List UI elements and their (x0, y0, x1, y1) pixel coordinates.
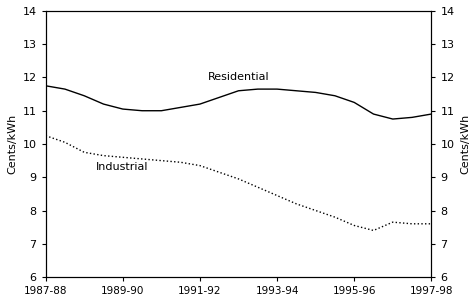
Y-axis label: Cents/kWh: Cents/kWh (7, 114, 17, 174)
Y-axis label: Cents/kWh: Cents/kWh (459, 114, 469, 174)
Text: Residential: Residential (207, 72, 269, 82)
Text: Industrial: Industrial (96, 162, 148, 172)
